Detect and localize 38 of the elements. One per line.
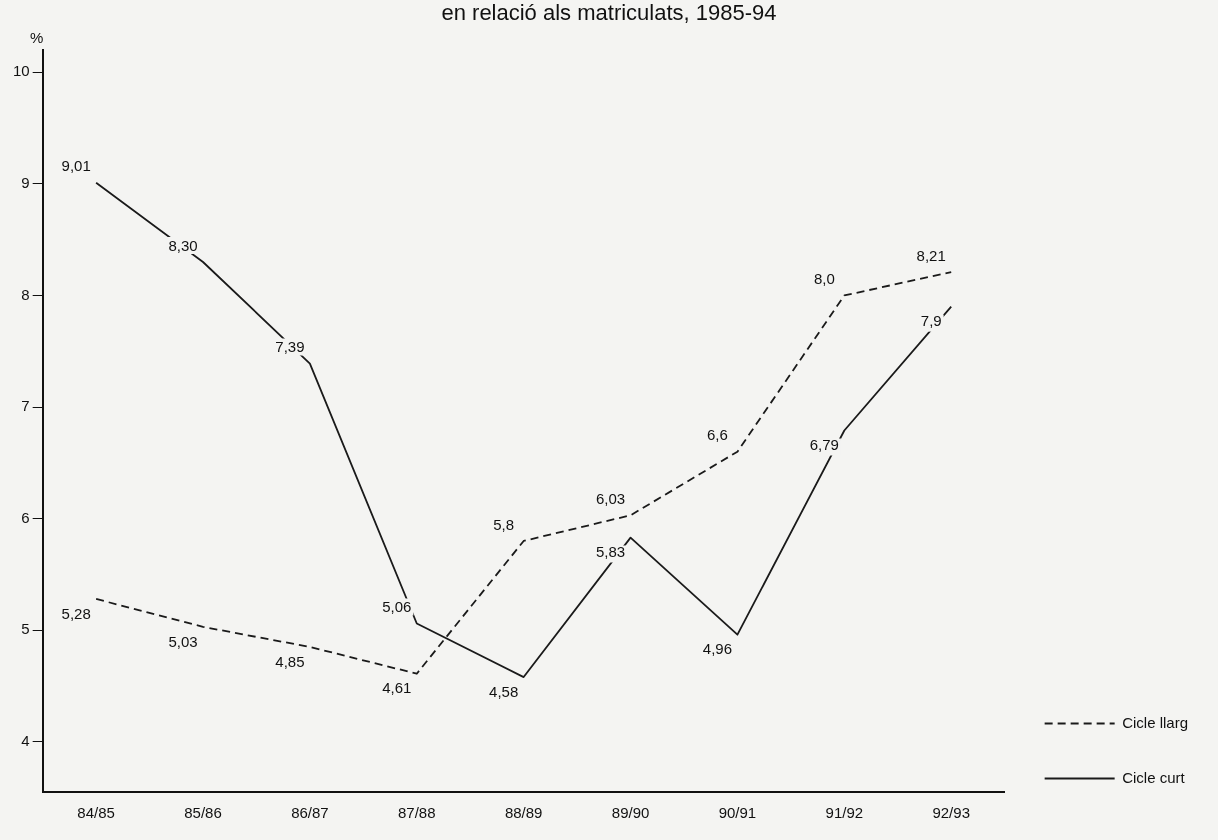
x-tick-label: 91/92 — [825, 804, 864, 822]
x-tick-label: 90/91 — [718, 804, 757, 822]
data-label: 7,39 — [275, 338, 305, 356]
data-label: 6,03 — [595, 489, 626, 507]
data-label: 4,96 — [702, 640, 733, 658]
x-tick-label: 85/86 — [184, 804, 222, 822]
data-label: 5,06 — [382, 598, 412, 616]
y-tick-label: 10 — [13, 62, 30, 80]
data-label: 6,79 — [809, 436, 839, 454]
data-label: 5,83 — [595, 543, 626, 561]
data-label: 5,8 — [493, 515, 515, 533]
y-tick-label: 4 — [21, 731, 30, 749]
chart-title: en relació als matriculats, 1985-94 — [440, 0, 778, 26]
data-label: 4,61 — [382, 679, 412, 697]
x-tick-label: 89/90 — [611, 804, 650, 822]
x-tick-label: 86/87 — [291, 804, 329, 822]
y-tick-label: 9 — [21, 174, 30, 192]
x-tick-label: 87/88 — [398, 804, 436, 822]
y-tick-label: 5 — [21, 620, 30, 638]
y-tick-label: 7 — [21, 397, 30, 415]
data-label: 8,21 — [916, 246, 946, 264]
x-tick-label: 84/85 — [77, 804, 115, 822]
y-axis-title: % — [30, 28, 44, 46]
data-label: 4,58 — [489, 682, 519, 700]
y-tick-label: 8 — [21, 285, 30, 303]
data-label: 4,85 — [275, 652, 305, 670]
data-label: 5,28 — [61, 604, 91, 622]
y-tick-label: 6 — [21, 508, 30, 526]
data-label: 6,6 — [707, 426, 728, 444]
data-label: 8,30 — [168, 236, 198, 254]
x-tick-label: 88/89 — [504, 804, 543, 822]
x-tick-label: 92/93 — [932, 804, 970, 822]
data-label: 5,03 — [168, 632, 198, 650]
data-label: 8,0 — [813, 270, 835, 288]
data-label: 7,9 — [920, 312, 942, 330]
data-label: 9,01 — [61, 157, 91, 175]
legend-label: Cicle llarg — [1122, 713, 1189, 731]
legend-label: Cicle curt — [1122, 768, 1186, 786]
